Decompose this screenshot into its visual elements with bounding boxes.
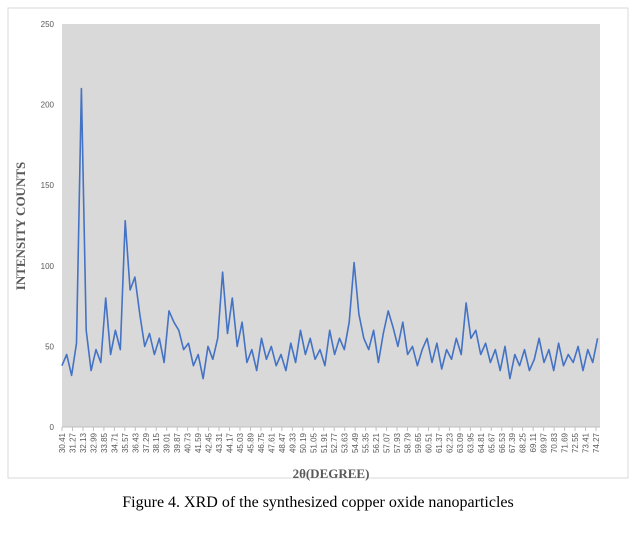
x-tick-label: 51.91 bbox=[320, 432, 329, 453]
x-tick-label: 54.49 bbox=[351, 432, 360, 453]
y-tick-label: 50 bbox=[45, 342, 54, 351]
x-tick-label: 69.97 bbox=[540, 432, 549, 453]
x-tick-label: 31.27 bbox=[68, 432, 77, 453]
y-tick-label: 100 bbox=[41, 262, 55, 271]
x-tick-label: 43.31 bbox=[215, 432, 224, 453]
x-tick-label: 39.87 bbox=[173, 432, 182, 453]
x-tick-label: 53.63 bbox=[341, 432, 350, 453]
x-tick-label: 39.01 bbox=[163, 432, 172, 453]
x-tick-label: 57.93 bbox=[393, 432, 402, 453]
x-tick-label: 46.75 bbox=[257, 432, 266, 453]
x-tick-label: 60.51 bbox=[424, 432, 433, 453]
x-tick-label: 66.53 bbox=[498, 432, 507, 453]
x-tick-label: 67.39 bbox=[508, 432, 517, 453]
x-tick-label: 36.43 bbox=[131, 432, 140, 453]
x-tick-label: 49.33 bbox=[288, 432, 297, 453]
x-tick-label: 30.41 bbox=[58, 432, 67, 453]
x-tick-label: 51.05 bbox=[309, 432, 318, 453]
x-tick-label: 71.69 bbox=[561, 432, 570, 453]
x-tick-label: 33.85 bbox=[100, 432, 109, 453]
x-tick-label: 48.47 bbox=[278, 432, 287, 453]
x-axis-label: 2θ(DEGREE) bbox=[293, 466, 370, 481]
x-tick-label: 56.21 bbox=[372, 432, 381, 453]
x-tick-label: 63.95 bbox=[466, 432, 475, 453]
x-tick-label: 74.27 bbox=[592, 432, 601, 453]
x-tick-label: 42.45 bbox=[205, 432, 214, 453]
x-tick-label: 59.65 bbox=[414, 432, 423, 453]
x-tick-label: 40.73 bbox=[184, 432, 193, 453]
plot-area bbox=[62, 24, 600, 427]
x-tick-label: 72.55 bbox=[571, 432, 580, 453]
x-tick-label: 41.59 bbox=[194, 432, 203, 453]
x-tick-label: 57.07 bbox=[383, 432, 392, 453]
x-tick-label: 47.61 bbox=[267, 432, 276, 453]
x-tick-label: 38.15 bbox=[152, 432, 161, 453]
x-tick-label: 34.71 bbox=[110, 432, 119, 453]
xrd-line bbox=[61, 87, 599, 380]
y-tick-label: 0 bbox=[50, 423, 55, 432]
x-tick-label: 50.19 bbox=[299, 432, 308, 453]
x-tick-label: 62.23 bbox=[445, 432, 454, 453]
caption: Figure 4. XRD of the synthesized copper … bbox=[122, 494, 513, 511]
x-tick-label: 69.11 bbox=[529, 432, 538, 452]
x-tick-label: 64.81 bbox=[477, 432, 486, 453]
x-tick-label: 32.99 bbox=[89, 432, 98, 453]
x-tick-label: 45.03 bbox=[236, 432, 245, 453]
y-tick-label: 150 bbox=[41, 181, 55, 190]
y-tick-label: 250 bbox=[41, 20, 55, 29]
x-tick-label: 58.79 bbox=[404, 432, 413, 453]
x-tick-label: 32.13 bbox=[79, 432, 88, 453]
x-tick-label: 70.83 bbox=[550, 432, 559, 453]
x-tick-label: 65.67 bbox=[487, 432, 496, 453]
x-tick-label: 55.35 bbox=[362, 432, 371, 453]
x-tick-label: 37.29 bbox=[142, 432, 151, 453]
x-tick-label: 52.77 bbox=[330, 432, 339, 453]
x-tick-label: 63.09 bbox=[456, 432, 465, 453]
x-tick-label: 68.25 bbox=[519, 432, 528, 453]
y-axis-label: INTENSITY COUNTS bbox=[13, 162, 28, 290]
x-tick-label: 45.89 bbox=[246, 432, 255, 453]
x-tick-label: 44.17 bbox=[226, 432, 235, 453]
y-tick-label: 200 bbox=[41, 101, 55, 110]
x-tick-label: 61.37 bbox=[435, 432, 444, 453]
x-tick-label: 35.57 bbox=[121, 432, 130, 453]
x-tick-label: 73.41 bbox=[582, 432, 591, 453]
